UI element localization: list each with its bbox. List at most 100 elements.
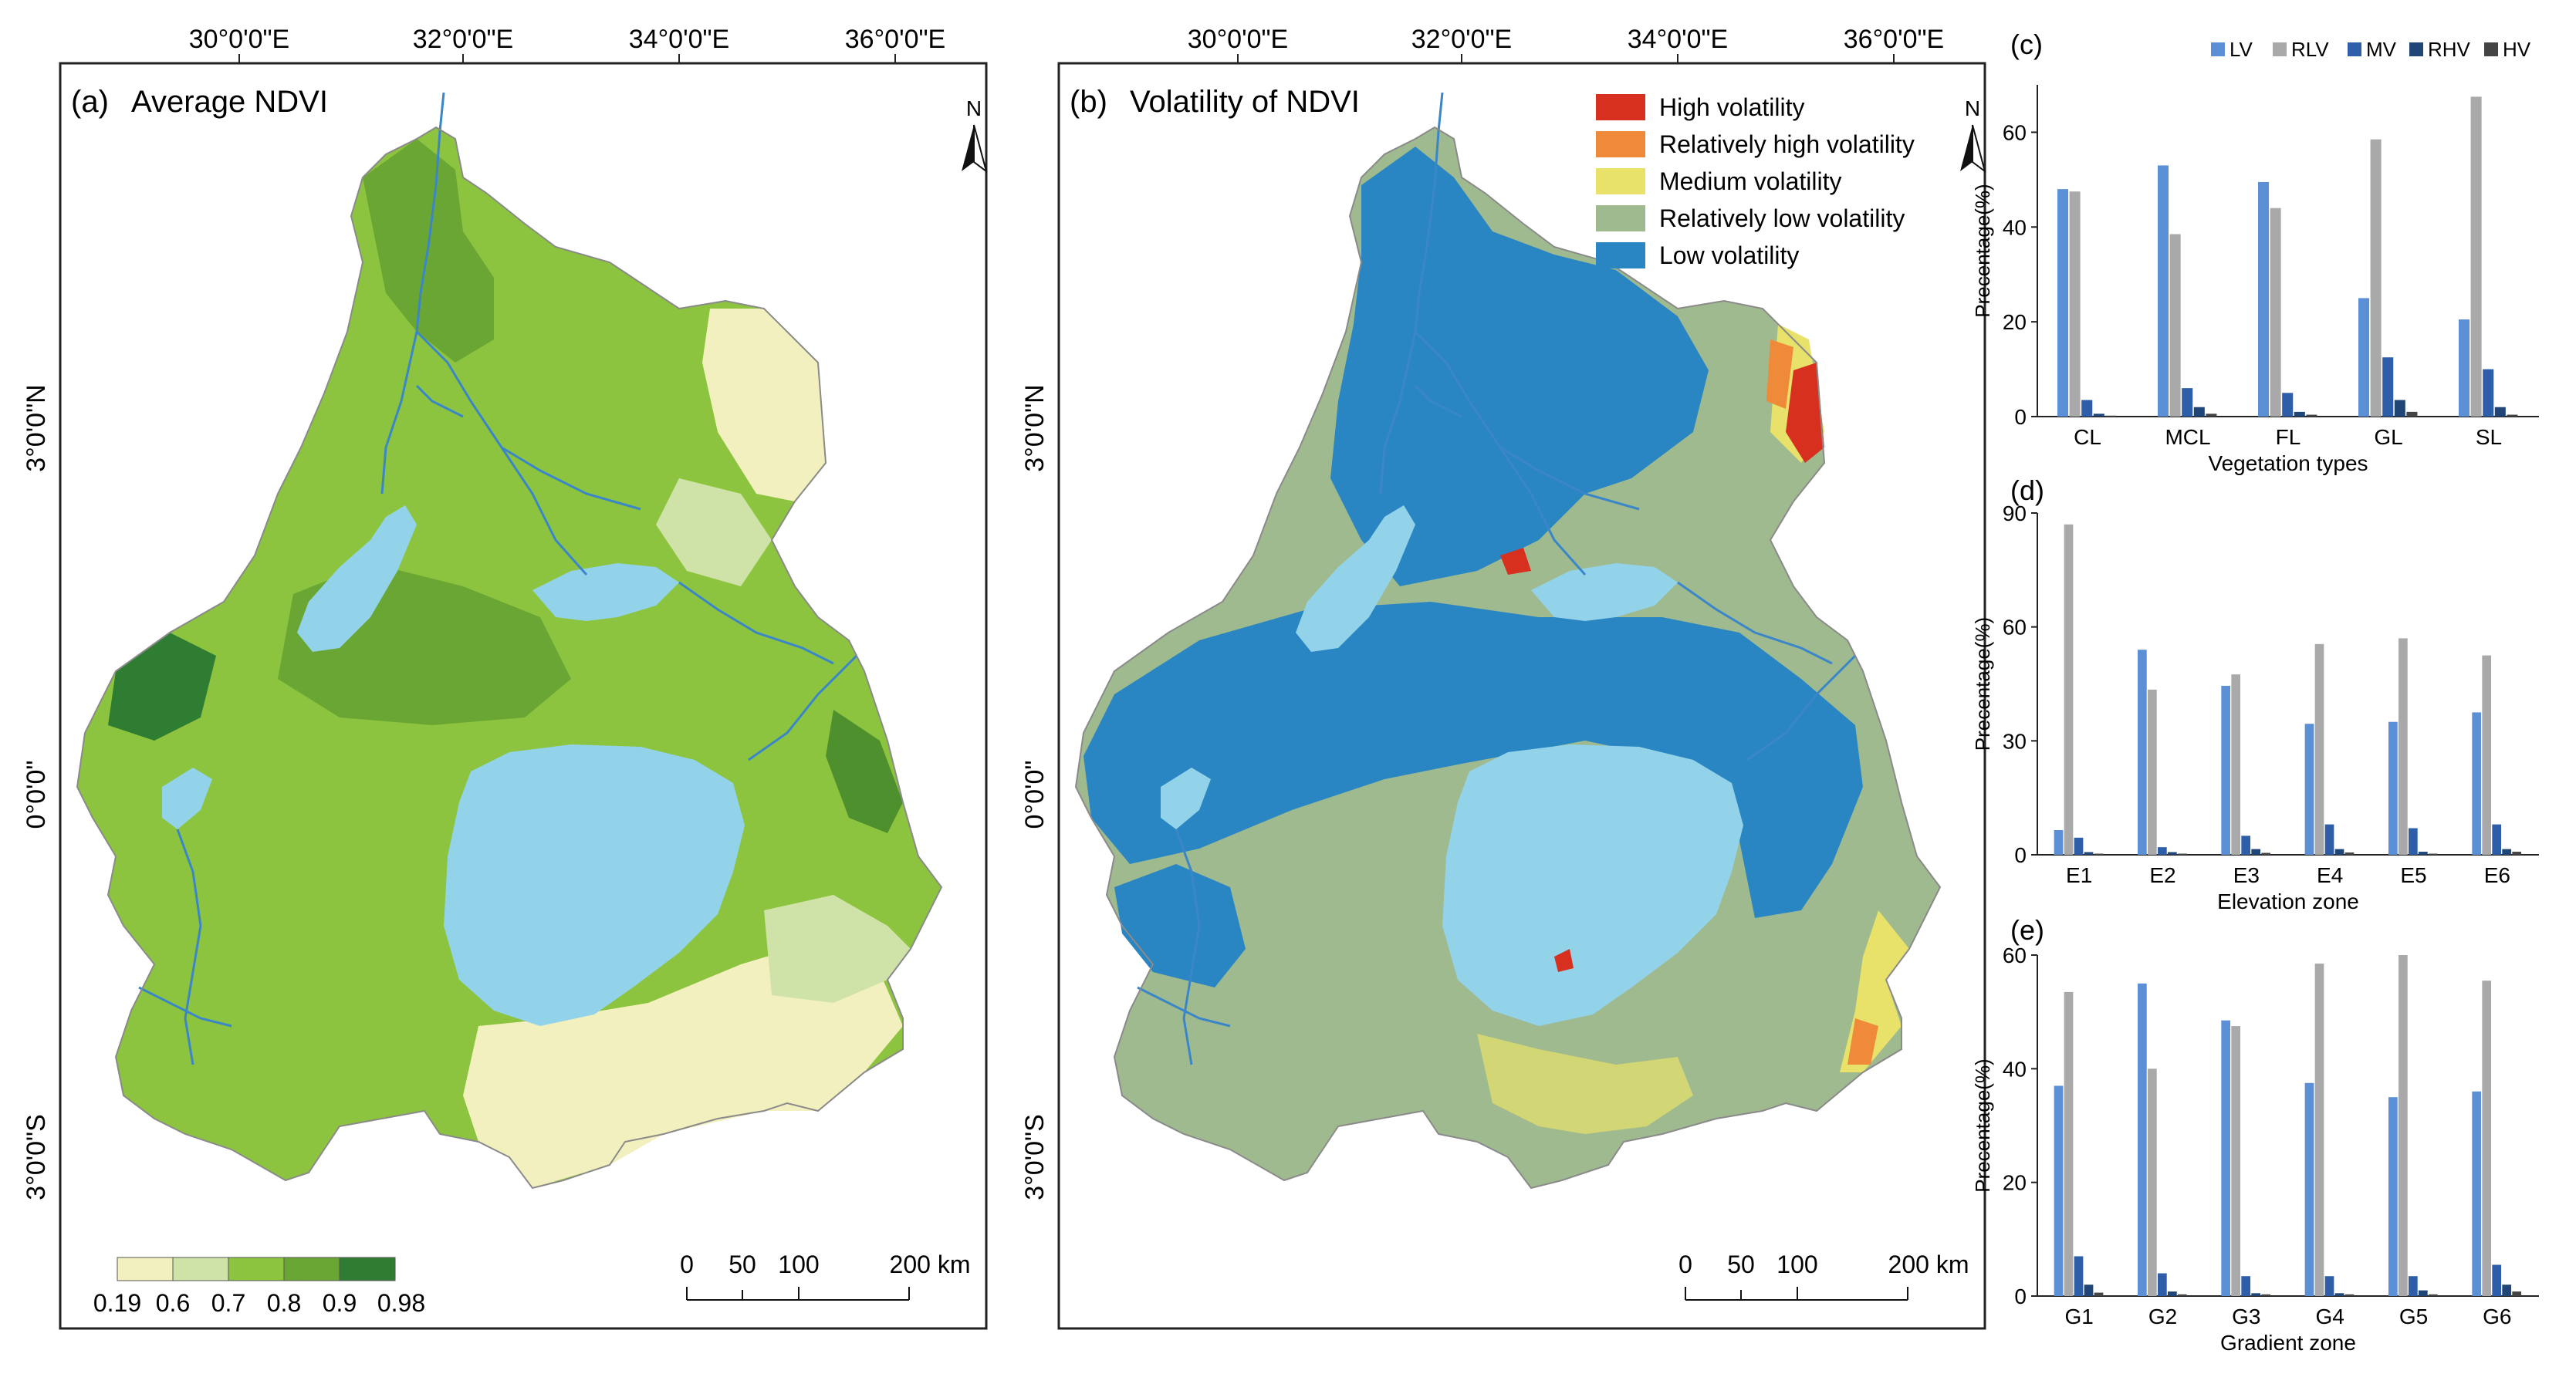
y-tick-label: 20 [2003, 1171, 2027, 1195]
legend-label-low: Low volatility [1659, 241, 1799, 269]
legend-label-medium: Medium volatility [1659, 167, 1842, 195]
y-tick-label: 40 [2003, 1057, 2027, 1081]
x-tick-label: FL [2276, 425, 2301, 449]
bar-rhv-e1 [2084, 852, 2094, 855]
high-volatility-patch-kyoga [1500, 548, 1531, 575]
x-tick-label: E6 [2484, 863, 2510, 887]
bar-rlv-g5 [2399, 955, 2408, 1296]
bar-lv-g4 [2304, 1082, 2314, 1296]
bar-mv-g5 [2409, 1276, 2418, 1296]
bar-hv-e6 [2512, 852, 2522, 855]
lon-tick-32e-b: 32°0'0"E [1411, 25, 1512, 54]
panel-a-label: (a) [71, 85, 109, 119]
legend-label-relatively-low: Relatively low volatility [1659, 204, 1905, 232]
lat-tick-0-b: 0°0'0" [1020, 761, 1050, 829]
panel-b-label: (b) [1070, 85, 1107, 119]
legend-swatch-relatively-high [1596, 131, 1645, 157]
x-tick-label: CL [2074, 425, 2101, 449]
bar-rlv-g6 [2482, 981, 2492, 1296]
bar-rhv-g5 [2419, 1290, 2428, 1296]
bar-hv-e3 [2261, 852, 2271, 855]
bar-mv-e6 [2492, 824, 2502, 855]
bar-lv-g2 [2138, 983, 2147, 1296]
bar-hv-cl [2105, 415, 2117, 417]
x-tick-label: GL [2374, 425, 2402, 449]
bar-rlv-g1 [2064, 991, 2074, 1296]
bar-rlv-e1 [2064, 524, 2074, 855]
lon-tick-36e-b: 36°0'0"E [1844, 25, 1944, 54]
y-axis-label: Precentage(%) [1971, 184, 1994, 317]
bar-hv-e1 [2094, 853, 2104, 855]
bar-hv-sl [2507, 414, 2518, 417]
bar-rhv-gl [2394, 400, 2405, 417]
x-axis-label: Vegetation types [2208, 451, 2368, 475]
x-axis-label: Gradient zone [2220, 1331, 2356, 1355]
bar-lv-e3 [2221, 685, 2231, 855]
bar-rlv-e2 [2148, 689, 2157, 855]
bar-lv-e5 [2388, 721, 2398, 855]
lat-tick-3n: 3°0'0"N [22, 384, 51, 471]
bar-rhv-e3 [2251, 849, 2261, 855]
bar-rhv-g2 [2168, 1291, 2177, 1296]
scale-tick-200: 200 km [890, 1251, 971, 1278]
bar-hv-mcl [2206, 414, 2217, 417]
bar-rhv-g3 [2251, 1293, 2261, 1296]
bar-rlv-g3 [2231, 1026, 2241, 1296]
chart-panel-label: (e) [2010, 914, 2044, 946]
bar-rhv-sl [2494, 407, 2506, 417]
chart-c: (c) 0 20 40 60 Precentage(%) CL MCL FL GL SL Vegeta… [1971, 29, 2539, 475]
x-tick-label: E2 [2149, 863, 2175, 887]
y-tick-label: 60 [2003, 943, 2027, 967]
x-tick-label: MCL [2165, 425, 2210, 449]
ndvi-low-zone-south [463, 941, 903, 1188]
legend-swatch-hv [2484, 42, 2498, 56]
ndvi-medium-zone-east [656, 478, 772, 586]
legend-label-hv: HV [2503, 38, 2531, 61]
panel-a: 30°0'0"E 32°0'0"E 34°0'0"E 36°0'0"E 3°0'… [22, 25, 988, 1330]
bar-rlv-fl [2270, 208, 2281, 417]
volatility-map [1075, 91, 1941, 1189]
ndvi-legend-tick-3: 0.8 [267, 1289, 301, 1317]
bar-hv-e5 [2429, 853, 2438, 855]
ndvi-class-1-swatch [117, 1257, 174, 1281]
bar-rlv-cl [2069, 191, 2081, 417]
legend-swatch-high [1596, 94, 1645, 120]
lat-tick-0: 0°0'0" [22, 761, 51, 829]
bar-rlv-e4 [2314, 643, 2324, 855]
bar-mv-e3 [2241, 835, 2251, 855]
y-tick-label: 60 [2003, 120, 2027, 144]
legend-label-rlv: RLV [2291, 38, 2329, 61]
bar-rhv-fl [2294, 411, 2305, 417]
y-tick-label: 20 [2003, 310, 2027, 334]
north-label-b: N [1965, 96, 1980, 120]
legend-swatch-medium [1596, 168, 1645, 194]
ndvi-class-4-swatch [283, 1257, 340, 1281]
x-tick-label: G3 [2232, 1305, 2260, 1328]
ndvi-legend-tick-0: 0.19 [93, 1289, 141, 1317]
legend-label-high: High volatility [1659, 93, 1805, 121]
north-label-a: N [966, 96, 982, 120]
bar-mv-g2 [2158, 1273, 2167, 1296]
x-tick-label: G1 [2064, 1305, 2093, 1328]
lon-tick-34e: 34°0'0"E [629, 25, 729, 54]
bar-lv-sl [2459, 319, 2470, 417]
legend-swatch-low [1596, 242, 1645, 268]
bar-lv-g6 [2472, 1091, 2482, 1296]
bar-hv-g1 [2094, 1292, 2104, 1296]
bar-hv-e2 [2178, 853, 2187, 855]
bar-lv-e6 [2472, 712, 2482, 855]
bar-hv-g4 [2344, 1294, 2355, 1296]
scale-tick-50: 50 [729, 1251, 756, 1278]
x-tick-label: E3 [2233, 863, 2260, 887]
bar-rhv-g1 [2084, 1284, 2094, 1296]
bar-charts: (c) 0 20 40 60 Precentage(%) CL MCL FL GL SL Vegeta… [1971, 29, 2539, 1355]
north-arrow-b: N [1960, 96, 1986, 174]
bar-rhv-mcl [2193, 407, 2205, 417]
x-tick-label: E4 [2317, 863, 2343, 887]
panel-b: 30°0'0"E 32°0'0"E 34°0'0"E 36°0'0"E 3°0'… [1020, 25, 1986, 1330]
y-tick-label: 40 [2003, 215, 2027, 239]
bar-lv-e1 [2054, 830, 2064, 855]
bar-lv-mcl [2158, 165, 2169, 417]
relatively-high-volatility-zone-east [1766, 339, 1793, 409]
ndvi-dense-zone-east [826, 710, 903, 833]
